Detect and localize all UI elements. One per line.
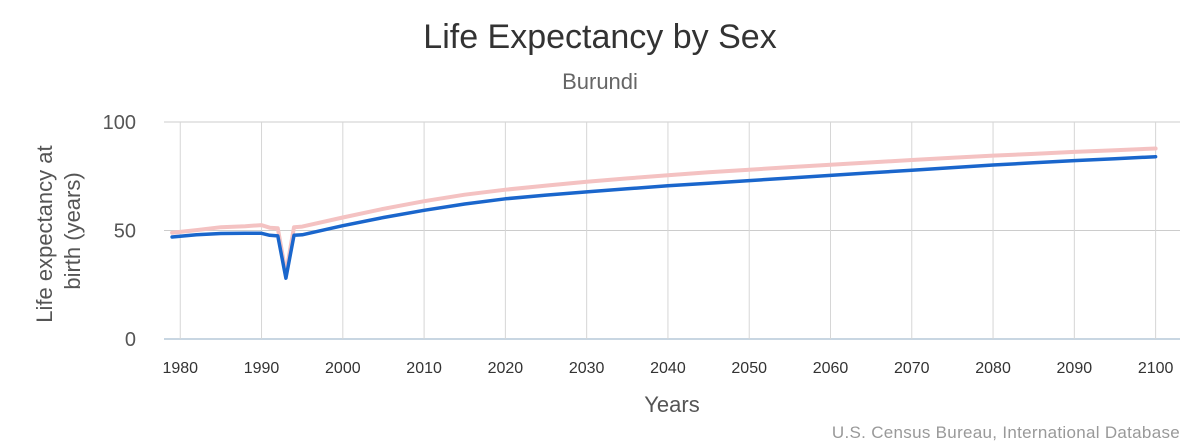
y-tick-label: 50 bbox=[114, 221, 136, 243]
source-credit: U.S. Census Bureau, International Databa… bbox=[832, 423, 1180, 442]
x-tick-label: 2030 bbox=[569, 360, 605, 377]
y-axis-ticks: 0 50 100 bbox=[103, 112, 136, 351]
y-tick-label: 100 bbox=[103, 112, 136, 134]
x-tick-label: 2090 bbox=[1057, 360, 1093, 377]
x-axis-ticks: 1980 1990 2000 2010 2020 2030 2040 2050 2060 2070… bbox=[162, 360, 1173, 377]
y-tick-label: 0 bbox=[125, 329, 136, 351]
x-tick-label: 1980 bbox=[162, 360, 198, 377]
x-tick-label: 2060 bbox=[813, 360, 849, 377]
y-axis-label: Life expectancy at birth (years) bbox=[32, 139, 85, 322]
grid-lines bbox=[164, 121, 1180, 340]
series-lines bbox=[170, 146, 1158, 280]
x-tick-label: 2050 bbox=[731, 360, 767, 377]
chart-subtitle: Burundi bbox=[562, 69, 638, 94]
y-axis-label-line-2: birth (years) bbox=[60, 172, 85, 289]
x-tick-label: 2040 bbox=[650, 360, 686, 377]
chart-title: Life Expectancy by Sex bbox=[423, 18, 776, 56]
series-line-1 bbox=[170, 146, 1158, 276]
x-tick-label: 1990 bbox=[244, 360, 280, 377]
x-tick-label: 2000 bbox=[325, 360, 361, 377]
x-tick-label: 2100 bbox=[1138, 360, 1174, 377]
x-tick-label: 2070 bbox=[894, 360, 930, 377]
x-tick-label: 2010 bbox=[406, 360, 442, 377]
x-tick-label: 2020 bbox=[488, 360, 524, 377]
x-tick-label: 2080 bbox=[975, 360, 1011, 377]
y-axis-label-line-1: Life expectancy at bbox=[32, 145, 57, 322]
x-axis-label: Years bbox=[644, 392, 699, 417]
series-line-2 bbox=[170, 154, 1158, 280]
